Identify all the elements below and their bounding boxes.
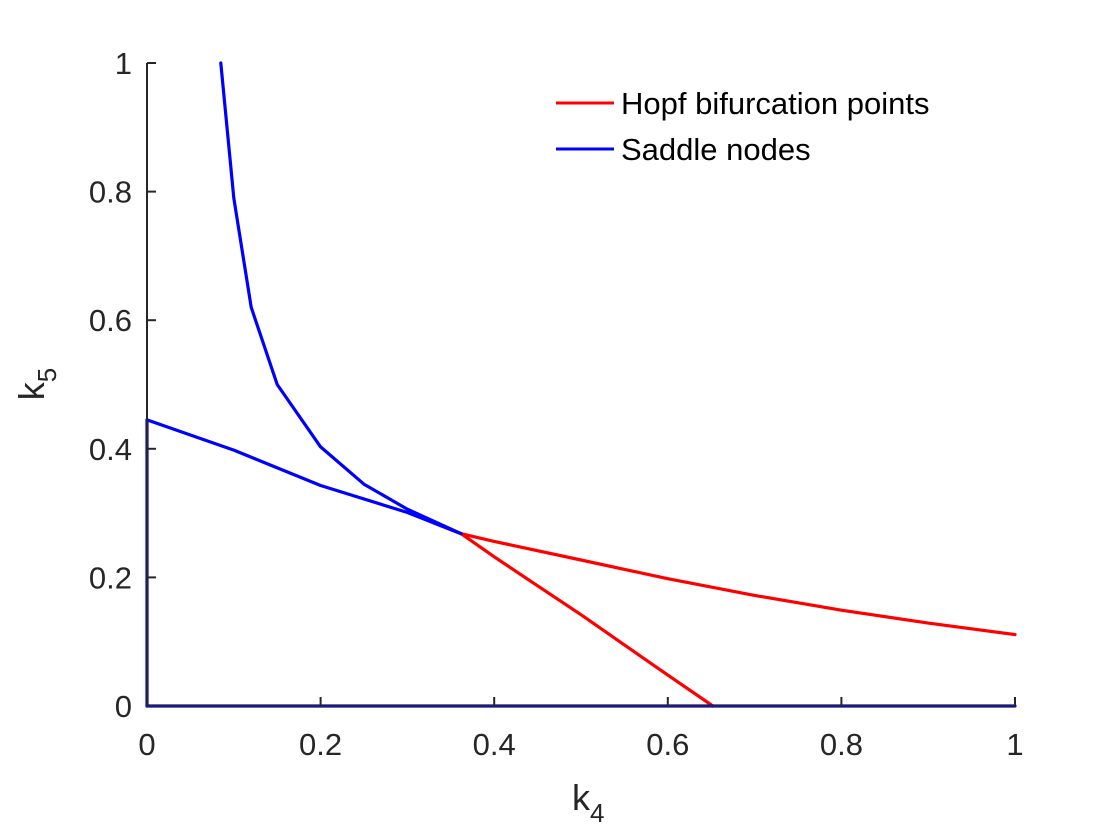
y-axis-label-base: k: [11, 381, 52, 400]
axes: [146, 62, 1016, 707]
y-tick-label: 0.4: [89, 432, 132, 467]
x-axis-label-base: k: [572, 777, 591, 818]
tick-labels: 0 0.2 0.4 0.6 0.8 1 0 0.2 0.4 0.6 0.8 1: [89, 46, 1024, 762]
y-tick-label: 0.2: [89, 560, 132, 595]
x-tick-label: 1: [1006, 727, 1023, 762]
x-tick-label: 0.4: [473, 727, 516, 762]
series-line-hopf-1: [459, 532, 715, 708]
y-tick-label: 0.8: [89, 175, 132, 210]
legend-label-saddle: Saddle nodes: [621, 132, 811, 167]
x-tick-label: 0.2: [299, 727, 342, 762]
series-line-hopf-0: [407, 510, 1017, 637]
y-tick-label: 1: [115, 46, 132, 81]
series-line-saddle-0: [219, 61, 463, 536]
plot-area: [145, 61, 1017, 708]
y-axis-label: k5: [11, 368, 62, 400]
x-tick-label: 0: [138, 727, 155, 762]
legend: Hopf bifurcation points Saddle nodes: [556, 86, 929, 167]
x-tick-label: 0.6: [646, 727, 689, 762]
series-line-saddle-1: [145, 418, 463, 536]
y-tick-label: 0: [115, 689, 132, 724]
legend-label-hopf: Hopf bifurcation points: [621, 86, 929, 121]
y-tick-label: 0.6: [89, 303, 132, 338]
x-axis-label: k4: [572, 777, 604, 828]
y-axis-label-subscript: 5: [32, 368, 62, 382]
x-tick-label: 0.8: [820, 727, 863, 762]
x-axis-label-subscript: 4: [590, 798, 604, 828]
